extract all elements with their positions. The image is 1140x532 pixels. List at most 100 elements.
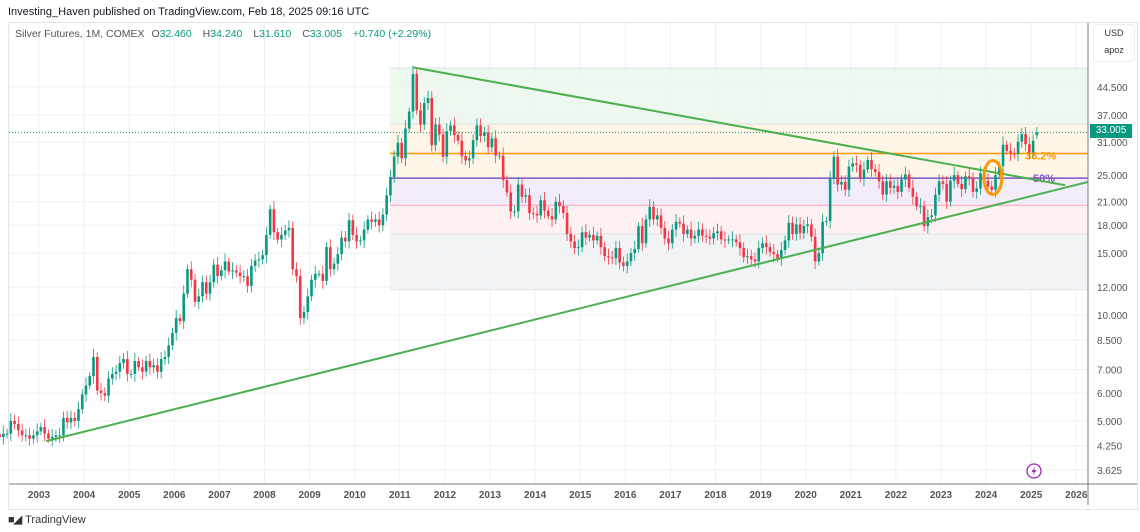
candle (178, 313, 182, 326)
candle (524, 188, 528, 204)
candle (111, 367, 114, 385)
candle-body (186, 269, 189, 294)
candle (746, 248, 749, 265)
candle (644, 214, 648, 248)
candle (445, 123, 449, 165)
candle (430, 91, 434, 152)
candle-body (344, 237, 347, 242)
candle-body (858, 165, 862, 179)
candle (945, 176, 948, 210)
candle (858, 160, 862, 183)
candle-body (178, 318, 182, 322)
candle-body (39, 427, 43, 432)
y-tick-label: 4.250 (1097, 442, 1122, 453)
candle (422, 97, 426, 130)
candle (475, 118, 479, 147)
candle-body (441, 134, 445, 157)
candle (325, 242, 328, 286)
candle-body (141, 367, 144, 372)
candle-body (1005, 144, 1009, 151)
candle (870, 151, 873, 177)
candle (686, 225, 689, 238)
candle (592, 226, 595, 249)
candle-body (396, 142, 400, 157)
candle (404, 120, 407, 166)
candle (911, 179, 915, 205)
candle-body (622, 262, 625, 266)
candle-body (783, 240, 787, 251)
candle-body (445, 131, 449, 157)
last-price-label: 33.005 (1090, 124, 1132, 138)
candle (298, 268, 302, 325)
candle (92, 348, 95, 384)
candle (550, 208, 554, 228)
candle (167, 337, 170, 365)
candle-body (453, 125, 456, 135)
candle (216, 256, 219, 284)
candle-body (862, 169, 866, 179)
candle (1013, 148, 1016, 159)
candle (479, 118, 482, 143)
candle-body (159, 358, 163, 372)
candle (400, 137, 403, 164)
candle-body (366, 219, 370, 230)
x-tick-label: 2014 (524, 490, 547, 501)
candle (892, 179, 896, 194)
candle-body (460, 140, 464, 157)
x-tick-label: 2013 (479, 490, 502, 501)
symbol-name[interactable]: Silver Futures, 1M, COMEX (15, 28, 145, 40)
candle-body (449, 125, 452, 132)
candle-body (77, 409, 80, 421)
candle-body (618, 248, 621, 263)
candle-body (479, 125, 482, 136)
candle-body (1020, 134, 1024, 142)
candle (558, 193, 561, 214)
tradingview-logo[interactable]: ■◢ TradingView (8, 513, 86, 527)
candle-body (261, 255, 264, 260)
trendline (412, 66, 1066, 187)
currency-scale-button[interactable]: USD apoz (1093, 24, 1135, 62)
candle (513, 205, 516, 217)
candle (122, 353, 125, 369)
candle-body (847, 166, 851, 190)
candle-body (667, 238, 670, 244)
x-tick-label: 2006 (163, 490, 186, 501)
candle (964, 171, 967, 194)
candle (1024, 126, 1027, 151)
x-tick-label: 2023 (930, 490, 953, 501)
candle (456, 130, 460, 145)
x-tick-label: 2011 (389, 490, 411, 501)
candle-body (738, 242, 742, 249)
candle (727, 235, 730, 245)
candle (836, 149, 839, 192)
candle-body (588, 234, 591, 238)
y-tick-label: 10.000 (1097, 311, 1128, 322)
candle (268, 204, 272, 239)
candle-body (475, 125, 479, 141)
candle-body (734, 239, 738, 243)
candle (543, 192, 546, 219)
candle-body (419, 110, 422, 125)
candle-body (577, 247, 580, 249)
candle-body (182, 293, 186, 322)
candle-body (607, 256, 610, 258)
close-label: C (302, 28, 310, 40)
candle (633, 240, 637, 261)
candle-body (693, 235, 697, 239)
lightning-icon[interactable] (1026, 463, 1042, 479)
candle (832, 151, 836, 184)
candle (723, 231, 727, 249)
y-tick-label: 37.000 (1097, 111, 1128, 122)
candle-body (1013, 153, 1016, 155)
candle-body (795, 224, 798, 234)
candle-body (355, 234, 358, 242)
candle-body (437, 124, 441, 135)
candle (2, 425, 5, 445)
candle (655, 208, 659, 227)
candle (302, 305, 306, 324)
candle (648, 198, 652, 227)
candle (80, 389, 84, 414)
candle-body (126, 358, 129, 374)
candle (265, 226, 268, 263)
